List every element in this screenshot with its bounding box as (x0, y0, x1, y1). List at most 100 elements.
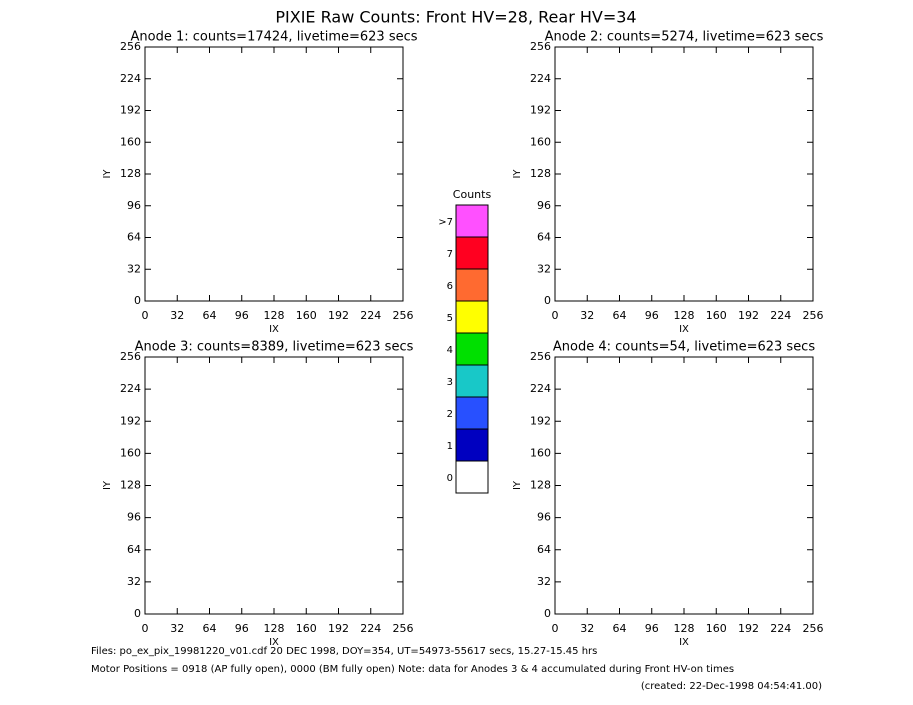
x-tick-label: 128 (674, 309, 695, 322)
x-tick-label: 32 (580, 622, 594, 635)
page-title: PIXIE Raw Counts: Front HV=28, Rear HV=3… (275, 8, 636, 27)
y-tick-label: 96 (537, 511, 551, 524)
colorbar-swatch (455, 460, 489, 494)
panel-title: Anode 1: counts=17424, livetime=623 secs (130, 30, 417, 45)
y-tick-label: 64 (537, 543, 551, 556)
colorbar-swatch (455, 396, 489, 430)
y-tick-label: 64 (127, 231, 141, 244)
x-tick-label: 128 (264, 309, 285, 322)
colorbar-swatch (455, 236, 489, 270)
x-tick-label: 128 (264, 622, 285, 635)
colorbar-label: 6 (447, 281, 453, 292)
colorbar-swatch (455, 204, 489, 238)
y-tick-label: 192 (120, 104, 141, 117)
x-tick-label: 192 (328, 309, 349, 322)
footer-files: Files: po_ex_pix_19981220_v01.cdf 20 DEC… (91, 646, 597, 657)
y-tick-label: 0 (544, 607, 551, 620)
y-tick-label: 192 (120, 414, 141, 427)
colorbar-label: 5 (447, 313, 453, 324)
y-tick-label: 256 (530, 350, 551, 363)
panel-title: Anode 2: counts=5274, livetime=623 secs (545, 30, 824, 45)
plot-frame (554, 46, 814, 302)
x-tick-label: 256 (393, 622, 414, 635)
x-tick-label: 64 (613, 622, 627, 635)
colorbar-label: 2 (447, 409, 453, 420)
y-tick-label: 128 (120, 479, 141, 492)
colorbar-label: 3 (447, 377, 453, 388)
x-tick-label: 256 (803, 622, 824, 635)
y-tick-label: 256 (120, 40, 141, 53)
y-tick-label: 160 (530, 135, 551, 148)
y-tick-label: 256 (120, 350, 141, 363)
y-tick-label: 32 (127, 575, 141, 588)
x-tick-label: 224 (770, 622, 791, 635)
y-axis-label: IY (512, 169, 523, 179)
x-tick-label: 256 (393, 309, 414, 322)
x-tick-label: 160 (296, 309, 317, 322)
x-tick-label: 160 (706, 622, 727, 635)
y-tick-label: 32 (127, 262, 141, 275)
y-tick-label: 32 (537, 575, 551, 588)
y-tick-label: 64 (537, 231, 551, 244)
x-tick-label: 224 (360, 622, 381, 635)
y-tick-label: 0 (134, 607, 141, 620)
colorbar-swatch (455, 268, 489, 302)
y-tick-label: 160 (120, 446, 141, 459)
x-axis-label: IX (679, 637, 689, 648)
plot-frame (144, 46, 404, 302)
x-tick-label: 64 (203, 622, 217, 635)
colorbar-label: >7 (438, 217, 453, 228)
y-axis-label: IY (102, 169, 113, 179)
footer-motor: Motor Positions = 0918 (AP fully open), … (91, 664, 734, 675)
x-tick-label: 32 (170, 309, 184, 322)
y-tick-label: 160 (120, 135, 141, 148)
x-axis-label: IX (269, 637, 279, 648)
x-tick-label: 32 (170, 622, 184, 635)
x-tick-label: 32 (580, 309, 594, 322)
colorbar-swatch (455, 300, 489, 334)
colorbar-swatch (455, 428, 489, 462)
plot-frame (144, 356, 404, 615)
y-tick-label: 128 (530, 479, 551, 492)
colorbar-label: 0 (447, 473, 453, 484)
x-tick-label: 224 (360, 309, 381, 322)
y-tick-label: 192 (530, 414, 551, 427)
footer-created: (created: 22-Dec-1998 04:54:41.00) (641, 681, 822, 692)
y-tick-label: 0 (134, 294, 141, 307)
y-tick-label: 64 (127, 543, 141, 556)
x-axis-label: IX (679, 324, 689, 335)
y-tick-label: 224 (120, 72, 141, 85)
x-tick-label: 256 (803, 309, 824, 322)
x-tick-label: 96 (235, 309, 249, 322)
y-tick-label: 96 (127, 199, 141, 212)
x-tick-label: 0 (142, 309, 149, 322)
panel-title: Anode 3: counts=8389, livetime=623 secs (135, 340, 414, 355)
x-tick-label: 0 (552, 309, 559, 322)
y-axis-label: IY (102, 480, 113, 490)
colorbar-label: 1 (447, 441, 453, 452)
panel-title: Anode 4: counts=54, livetime=623 secs (553, 340, 815, 355)
colorbar-label: 4 (447, 345, 453, 356)
y-tick-label: 0 (544, 294, 551, 307)
x-tick-label: 96 (645, 622, 659, 635)
x-tick-label: 224 (770, 309, 791, 322)
x-tick-label: 160 (706, 309, 727, 322)
plot-frame (554, 356, 814, 615)
y-axis-label: IY (512, 480, 523, 490)
y-tick-label: 160 (530, 446, 551, 459)
y-tick-label: 96 (537, 199, 551, 212)
y-tick-label: 128 (530, 167, 551, 180)
y-tick-label: 224 (120, 382, 141, 395)
colorbar-swatch (455, 332, 489, 366)
y-tick-label: 32 (537, 262, 551, 275)
x-tick-label: 192 (738, 309, 759, 322)
x-tick-label: 192 (738, 622, 759, 635)
x-tick-label: 64 (203, 309, 217, 322)
colorbar-label: 7 (447, 249, 453, 260)
y-tick-label: 192 (530, 104, 551, 117)
x-tick-label: 192 (328, 622, 349, 635)
x-tick-label: 96 (645, 309, 659, 322)
x-tick-label: 96 (235, 622, 249, 635)
colorbar-title: Counts (453, 188, 492, 201)
